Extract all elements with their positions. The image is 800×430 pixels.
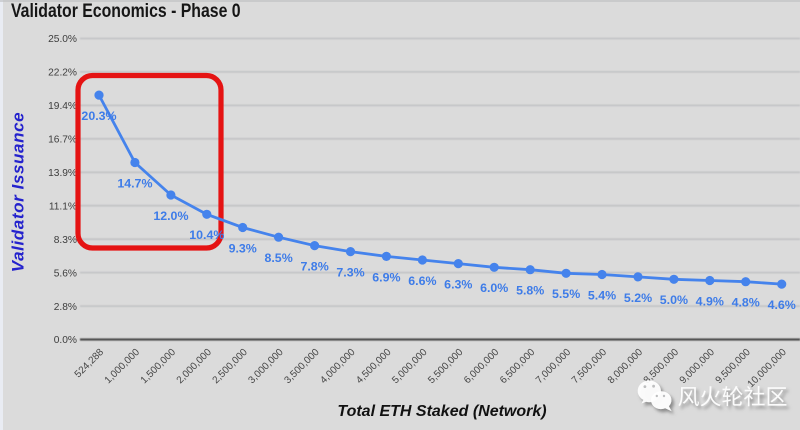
svg-text:5.6%: 5.6% [54, 268, 77, 279]
svg-text:2,500,000: 2,500,000 [211, 347, 251, 387]
svg-text:5,000,000: 5,000,000 [390, 347, 430, 387]
svg-text:7.3%: 7.3% [336, 266, 364, 280]
svg-text:8.3%: 8.3% [54, 235, 77, 246]
svg-text:25.0%: 25.0% [48, 34, 77, 45]
svg-text:6.0%: 6.0% [480, 281, 508, 295]
svg-text:13.9%: 13.9% [48, 168, 77, 179]
svg-text:7.8%: 7.8% [300, 260, 328, 274]
svg-text:19.4%: 19.4% [48, 101, 77, 112]
svg-text:4,000,000: 4,000,000 [318, 347, 358, 387]
svg-text:10.4%: 10.4% [189, 228, 224, 242]
svg-text:7,000,000: 7,000,000 [534, 347, 574, 387]
svg-text:5.2%: 5.2% [624, 291, 652, 305]
svg-text:6,000,000: 6,000,000 [462, 347, 502, 387]
svg-text:4.8%: 4.8% [732, 296, 760, 310]
svg-text:6.3%: 6.3% [444, 278, 472, 292]
svg-text:4.9%: 4.9% [696, 294, 724, 308]
svg-text:20.3%: 20.3% [81, 109, 116, 123]
svg-text:6,500,000: 6,500,000 [498, 347, 538, 387]
svg-text:1,500,000: 1,500,000 [139, 347, 179, 387]
svg-text:10,000,000: 10,000,000 [746, 347, 789, 390]
svg-text:Validator Issuance: Validator Issuance [9, 112, 28, 272]
svg-text:6.6%: 6.6% [408, 274, 436, 288]
svg-text:1,000,000: 1,000,000 [103, 347, 143, 387]
svg-text:6.9%: 6.9% [372, 270, 400, 284]
svg-text:5.5%: 5.5% [552, 287, 580, 301]
svg-text:7,500,000: 7,500,000 [570, 347, 610, 387]
svg-text:8.5%: 8.5% [264, 251, 292, 265]
svg-text:0.0%: 0.0% [54, 335, 77, 346]
svg-text:4.6%: 4.6% [768, 298, 796, 312]
svg-text:524,288: 524,288 [73, 347, 107, 381]
svg-text:5.0%: 5.0% [660, 293, 688, 307]
svg-text:2.8%: 2.8% [54, 302, 77, 313]
svg-text:2,000,000: 2,000,000 [175, 347, 215, 387]
svg-text:9,000,000: 9,000,000 [678, 347, 718, 387]
svg-text:8,500,000: 8,500,000 [642, 347, 682, 387]
svg-text:12.0%: 12.0% [153, 209, 188, 223]
svg-text:3,000,000: 3,000,000 [246, 347, 286, 387]
svg-text:5.8%: 5.8% [516, 284, 544, 298]
svg-text:11.1%: 11.1% [49, 201, 77, 212]
svg-text:16.7%: 16.7% [48, 135, 77, 146]
svg-text:8,000,000: 8,000,000 [606, 347, 646, 387]
svg-text:22.2%: 22.2% [48, 68, 77, 79]
svg-text:5,500,000: 5,500,000 [426, 347, 466, 387]
svg-text:9.3%: 9.3% [229, 241, 257, 255]
svg-text:3,500,000: 3,500,000 [282, 347, 322, 387]
svg-text:5.4%: 5.4% [588, 288, 616, 302]
svg-text:14.7%: 14.7% [117, 176, 152, 190]
svg-text:4,500,000: 4,500,000 [354, 347, 394, 387]
